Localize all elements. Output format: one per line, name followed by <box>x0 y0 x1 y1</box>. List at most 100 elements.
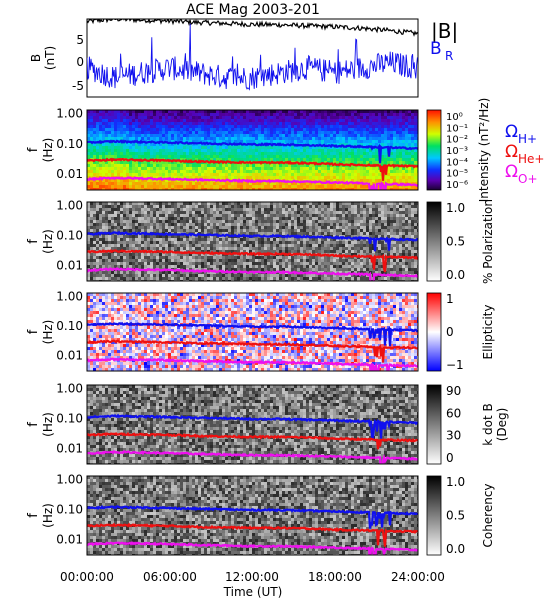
ytick: 0.01 <box>56 167 83 181</box>
heatmap <box>87 385 418 464</box>
colorbar-tick: −1 <box>446 358 464 372</box>
colorbar-tick: 0.5 <box>446 235 465 249</box>
x-axis-label: Time (UT) <box>223 585 283 599</box>
colorbar-label: k dot B <box>481 403 495 445</box>
ylabel-f-unit: (Hz) <box>41 138 55 163</box>
ytick: 0.10 <box>56 228 83 242</box>
panel-intensity: 1.00 0.10 0.01 f (Hz) 10⁰10⁻¹10⁻²10⁻³10⁻⁴10⁻⁵… <box>26 98 491 203</box>
ylabel-f: f <box>26 147 41 152</box>
colorbar-tick: 1 <box>446 292 454 306</box>
colorbar-tick: 10⁻² <box>446 135 468 146</box>
gyro-line-hplus <box>87 505 418 529</box>
legend-b-r: B <box>430 39 442 59</box>
panel-coherency: 1.00 0.10 0.01 f (Hz) 1.0 0.5 0.0 Coherency <box>26 472 495 556</box>
colorbar <box>426 109 442 191</box>
ytick: 1.00 <box>56 472 83 486</box>
gyro-line-heplus <box>87 157 418 181</box>
ytick: 0.01 <box>56 349 83 363</box>
colorbar <box>426 292 442 372</box>
heatmap <box>87 293 418 371</box>
colorbar-tick: 10⁻³ <box>446 146 468 157</box>
panel-ellipticity: 1.00 0.10 0.01 f (Hz) 1 0 −1 Ellipticity <box>26 289 495 372</box>
ytick-5: 5 <box>76 33 84 47</box>
omega-h-symbol: Ω <box>505 122 518 142</box>
ylabel-f: f <box>26 422 41 427</box>
colorbar-label: Ellipticity <box>481 305 495 360</box>
panel-b-field: 5 0 -5 B (nT) |B| B R <box>29 18 458 98</box>
series-b-r <box>87 23 418 91</box>
ytick-0: 0 <box>76 55 84 69</box>
xtick-1: 06:00:00 <box>143 570 197 584</box>
panel-frame <box>86 292 419 372</box>
colorbar-tick: 0.0 <box>446 268 465 282</box>
colorbar <box>426 475 442 556</box>
colorbar-tick: 0.0 <box>446 542 465 556</box>
ytick: 0.01 <box>56 532 83 546</box>
omega-he-sub: He+ <box>518 152 544 166</box>
gyro-line-heplus <box>87 248 418 273</box>
gyro-line-heplus <box>87 339 418 363</box>
gyro-line-hplus <box>87 139 418 164</box>
gyro-line-oplus <box>87 176 418 190</box>
ytick: 1.00 <box>56 289 83 303</box>
gyro-line-hplus <box>87 321 418 347</box>
ylabel-f: f <box>26 329 41 334</box>
heatmap <box>87 476 418 555</box>
legend-b-total: |B| <box>431 19 458 43</box>
gyro-line-oplus <box>87 450 418 464</box>
colorbar <box>426 384 442 465</box>
ytick: 1.00 <box>56 381 83 395</box>
colorbar-tick: 10⁻⁶ <box>446 180 468 191</box>
xtick-0: 00:00:00 <box>60 570 114 584</box>
ylabel-f-unit: (Hz) <box>41 229 55 254</box>
omega-o-symbol: Ω <box>505 162 518 182</box>
ytick: 0.10 <box>56 502 83 516</box>
ytick: 0.10 <box>56 137 83 151</box>
colorbar-tick: 10⁻⁵ <box>446 169 468 180</box>
omega-legend: Ω H+ Ω He+ Ω O+ <box>505 122 544 186</box>
colorbar <box>426 201 442 282</box>
colorbar-label: % Polarization <box>481 199 495 284</box>
ylabel-b: B <box>29 54 43 62</box>
panel-frame <box>86 18 419 98</box>
colorbar-tick: 10⁻⁴ <box>446 157 468 168</box>
colorbar-tick: 0 <box>446 325 454 339</box>
ylabel-f: f <box>26 513 41 518</box>
gyro-line-hplus <box>87 413 418 440</box>
series-b-total <box>87 19 418 37</box>
colorbar-tick: 10⁻¹ <box>446 123 468 134</box>
xtick-3: 18:00:00 <box>308 570 362 584</box>
spectral-panels: 1.000.100.01f (Hz)10⁰10⁻¹10⁻²10⁻³10⁻⁴10⁻⁵… <box>26 98 509 556</box>
xtick-2: 12:00:00 <box>225 570 279 584</box>
colorbar-tick: 1.0 <box>446 475 465 489</box>
colorbar-tick: 0.5 <box>446 509 465 523</box>
ytick: 0.10 <box>56 411 83 425</box>
ytick: 1.00 <box>56 198 83 212</box>
ytick: 0.01 <box>56 258 83 272</box>
legend-b-r-sub: R <box>445 49 453 63</box>
ytick: 0.01 <box>56 441 83 455</box>
panel-k-dot-b: 1.00 0.10 0.01 f (Hz) 90 60 30 0 k dot B (Deg) <box>26 381 509 465</box>
colorbar-unit: (Deg) <box>495 408 509 442</box>
xtick-4: 24:00:00 <box>391 570 445 584</box>
gyro-line-oplus <box>87 540 418 555</box>
gyro-line-heplus <box>87 522 418 547</box>
gyro-line-hplus <box>87 230 418 252</box>
panel-frame <box>86 475 419 556</box>
heatmap <box>87 110 418 190</box>
omega-he-symbol: Ω <box>505 142 518 162</box>
ytick: 0.10 <box>56 319 83 333</box>
omega-o-sub: O+ <box>518 172 538 186</box>
x-axis: 00:00:00 06:00:00 12:00:00 18:00:00 24:0… <box>60 570 445 599</box>
heatmap <box>87 202 418 281</box>
panel-frame <box>86 201 419 282</box>
gyro-line-heplus <box>87 431 418 450</box>
ytick: 1.00 <box>56 106 83 120</box>
colorbar-label: Coherency <box>481 483 495 547</box>
panel-polarization: 1.00 0.10 0.01 f (Hz) 1.0 0.5 0.0 % Polarization <box>26 198 495 284</box>
ylabel-f: f <box>26 239 41 244</box>
chart-title: ACE Mag 2003-201 <box>186 2 320 18</box>
panel-frame <box>86 109 419 191</box>
ylabel-f-unit: (Hz) <box>41 503 55 528</box>
